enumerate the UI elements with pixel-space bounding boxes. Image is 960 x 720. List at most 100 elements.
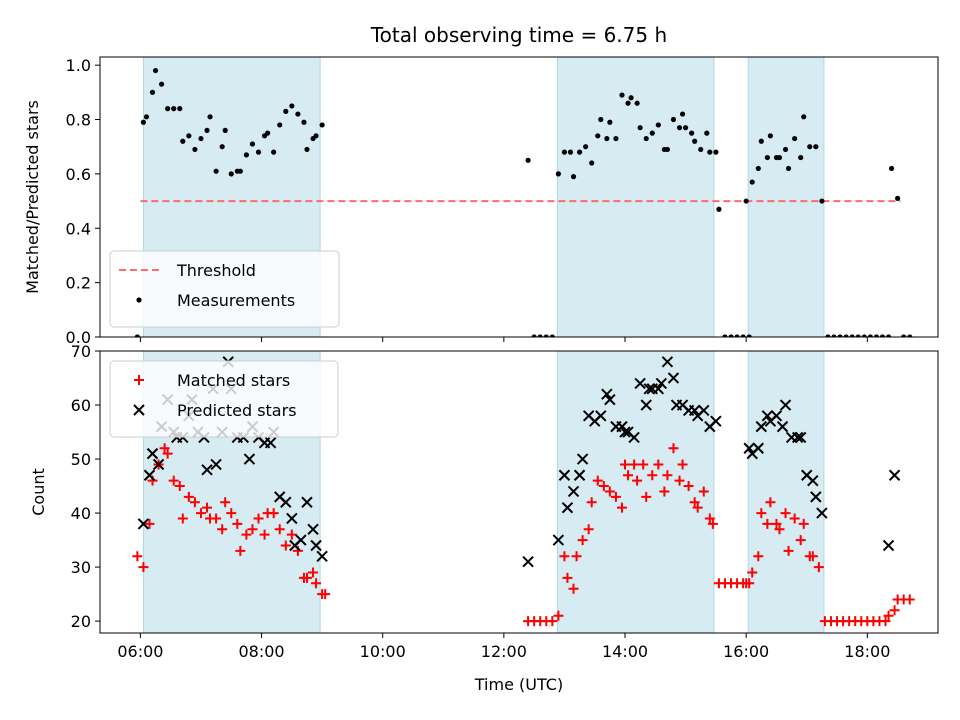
matched-star-marker [241, 529, 252, 540]
measurement-point [767, 133, 774, 139]
matched-star-marker [259, 529, 270, 540]
matched-star-marker [623, 470, 634, 481]
predicted-star-marker [573, 469, 586, 481]
matched-star-marker [132, 551, 143, 562]
matched-star-marker [217, 524, 228, 535]
matched-star-marker [674, 475, 685, 486]
measurement-point [692, 138, 698, 144]
predicted-star-marker [243, 453, 256, 465]
predicted-star-marker [561, 501, 574, 514]
matched-star-marker [592, 475, 603, 486]
measurement-point [801, 114, 807, 120]
predicted-star-marker [710, 415, 722, 427]
matched-star-marker [562, 572, 573, 583]
matched-star-marker [604, 486, 615, 497]
matched-star-marker [280, 540, 291, 551]
matched-star-marker [698, 486, 709, 497]
matched-star-marker [189, 497, 200, 508]
matched-star-marker [616, 502, 627, 513]
measurement-point [271, 149, 277, 155]
panel2-ylabel: Count [29, 468, 48, 516]
predicted-star-marker [807, 474, 819, 487]
matched-star-marker [795, 535, 806, 546]
matched-star-marker [183, 491, 194, 502]
predicted-star-marker [146, 447, 159, 460]
panel2-xtick-label: 14:00 [602, 642, 648, 661]
panel2-ytick-label: 50 [71, 450, 91, 469]
panel1-legend-label: Measurements [177, 291, 295, 310]
measurement-point [764, 154, 770, 161]
predicted-star-marker [816, 507, 828, 519]
panel1-legend-handle-measurements [136, 297, 142, 303]
matched-star-marker [211, 513, 222, 524]
matched-star-marker [756, 508, 767, 519]
matched-star-marker [577, 535, 588, 546]
predicted-star-marker [810, 491, 822, 503]
matched-star-marker [632, 475, 643, 486]
measurement-point [561, 149, 568, 155]
matched-star-marker [547, 616, 558, 627]
predicted-star-marker [655, 377, 668, 390]
predicted-star-marker [201, 464, 213, 476]
measurement-point [265, 130, 271, 136]
matched-star-marker [783, 545, 794, 556]
measurement-point [140, 119, 147, 125]
measurement-point [855, 334, 861, 337]
measurement-point [525, 157, 531, 163]
measurement-point [676, 125, 683, 131]
measurement-point [807, 144, 813, 150]
matched-star-marker [889, 605, 900, 616]
panel2-ytick-label: 70 [71, 342, 91, 361]
panel1-ytick-label: 0.6 [66, 165, 91, 184]
matched-star-marker [704, 513, 715, 524]
measurement-point [713, 149, 719, 155]
measurement-point [728, 334, 734, 337]
matched-star-marker [807, 551, 818, 562]
predicted-star-marker [604, 393, 616, 406]
matched-star-marker [308, 567, 319, 578]
measurement-point [228, 171, 234, 177]
measurement-point [782, 146, 789, 153]
matched-star-marker [159, 443, 170, 454]
measurement-point [198, 135, 204, 142]
measurement-point [901, 334, 907, 337]
panel2-ytick-label: 40 [71, 504, 91, 523]
predicted-star-marker [210, 458, 222, 471]
matched-star-marker [789, 513, 800, 524]
measurement-point [704, 130, 710, 136]
measurement-point [213, 168, 219, 174]
matched-star-marker [880, 616, 891, 627]
measurement-point [319, 122, 325, 128]
predicted-star-marker [634, 377, 646, 390]
measurement-point [792, 135, 798, 142]
measurement-point [143, 114, 150, 120]
panel2-xtick-label: 16:00 [723, 642, 769, 661]
matched-star-marker [568, 583, 579, 594]
measurement-point [177, 106, 183, 112]
panel2-axes-frame [99, 350, 939, 634]
matched-star-marker [753, 551, 764, 562]
panel2-ytick-label: 20 [71, 612, 91, 631]
measurement-point [613, 135, 619, 142]
predicted-star-marker [619, 426, 631, 438]
predicted-star-marker [143, 469, 156, 481]
matched-star-marker [689, 497, 700, 508]
predicted-star-marker [522, 555, 534, 568]
measurement-point [637, 125, 643, 131]
matched-star-marker [904, 594, 915, 605]
measurement-point [885, 334, 892, 337]
measurement-point [549, 334, 555, 337]
panel1-ytick-label: 0.0 [66, 328, 91, 347]
matched-star-marker [641, 491, 652, 502]
measurement-point [785, 165, 792, 172]
predicted-star-marker [601, 388, 613, 400]
matched-star-marker [629, 459, 640, 470]
measurement-point [746, 334, 752, 337]
matched-star-marker [692, 502, 703, 513]
measurement-point [798, 154, 804, 161]
panel2-legend-box [109, 360, 339, 438]
predicted-star-marker [295, 534, 307, 546]
panel2-xlabel: Time (UTC) [474, 675, 563, 694]
predicted-star-marker [882, 539, 895, 552]
predicted-star-marker [661, 356, 674, 368]
